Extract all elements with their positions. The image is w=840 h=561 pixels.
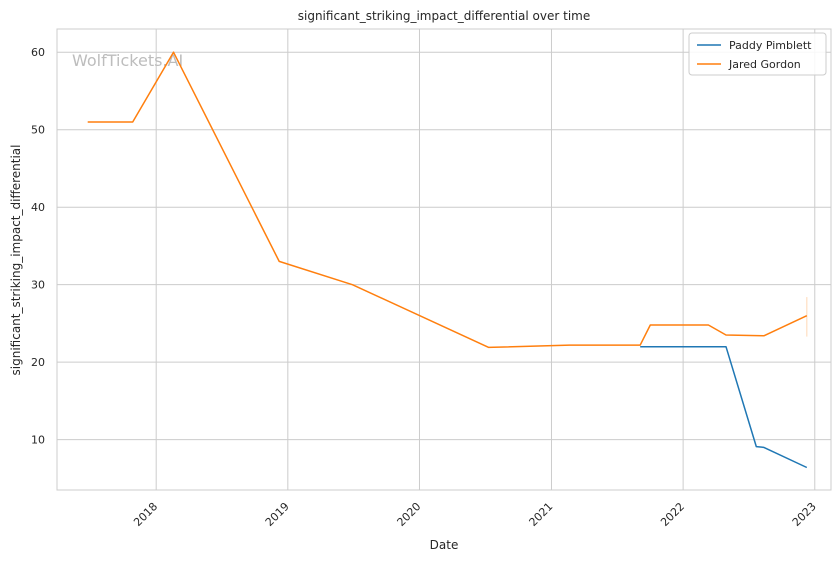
y-axis-label: significant_striking_impact_differential: [9, 145, 23, 376]
x-axis-label: Date: [430, 538, 459, 552]
y-tick-label: 40: [31, 201, 45, 214]
x-tick-label: 2023: [790, 500, 819, 529]
x-tick-label: 2020: [395, 500, 424, 529]
x-tick-label: 2019: [263, 500, 292, 529]
y-tick-label: 20: [31, 356, 45, 369]
axis-ticks: 10 20 30 40 50 60 2018 2019 2020 2021 2022 2023: [31, 46, 819, 529]
legend: Paddy Pimblett Jared Gordon: [688, 32, 827, 76]
y-tick-label: 60: [31, 46, 45, 59]
x-tick-label: 2021: [527, 500, 556, 529]
grid: [57, 29, 831, 490]
y-tick-label: 10: [31, 434, 45, 447]
series-line-paddy-pimblett: [640, 345, 808, 469]
y-tick-label: 30: [31, 279, 45, 292]
watermark-text: WolfTickets.AI: [72, 51, 183, 70]
x-tick-label: 2022: [658, 500, 687, 529]
y-tick-label: 50: [31, 124, 45, 137]
legend-box: [688, 32, 827, 76]
chart-title: significant_striking_impact_differential…: [298, 9, 590, 23]
plot-frame: [56, 28, 832, 491]
x-tick-label: 2018: [131, 500, 160, 529]
legend-label-jared-gordon: Jared Gordon: [728, 58, 801, 71]
series-lines: [87, 51, 808, 469]
legend-label-paddy-pimblett: Paddy Pimblett: [729, 39, 812, 52]
series-line-jared-gordon: [87, 51, 808, 349]
